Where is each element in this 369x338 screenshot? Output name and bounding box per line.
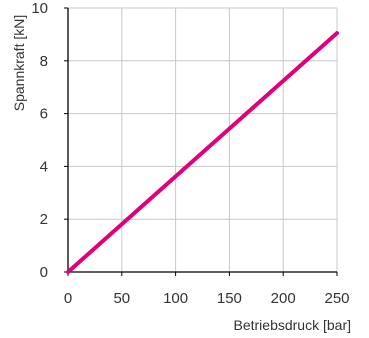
grid <box>68 7 338 272</box>
y-tick-label: 10 <box>31 0 48 17</box>
series-group <box>66 31 339 274</box>
y-tick-label: 2 <box>40 211 48 228</box>
y-tick-label: 0 <box>40 264 48 281</box>
x-tick-label: 100 <box>163 290 188 307</box>
series-line <box>66 31 339 274</box>
y-tick-label: 8 <box>40 53 48 70</box>
tick-labels: 0 50 100 150 200 250 0 2 4 6 8 10 <box>31 0 349 307</box>
x-axis-label: Betriebsdruck [bar] <box>234 317 352 333</box>
y-tick-label: 6 <box>40 106 48 123</box>
x-tick-label: 250 <box>324 290 349 307</box>
axes <box>64 7 338 276</box>
y-tick-label: 4 <box>40 158 48 175</box>
y-axis-label: Spannkraft [kN] <box>11 15 27 112</box>
x-tick-label: 0 <box>64 290 72 307</box>
x-tick-label: 200 <box>271 290 296 307</box>
x-tick-label: 50 <box>113 290 130 307</box>
x-tick-label: 150 <box>217 290 242 307</box>
